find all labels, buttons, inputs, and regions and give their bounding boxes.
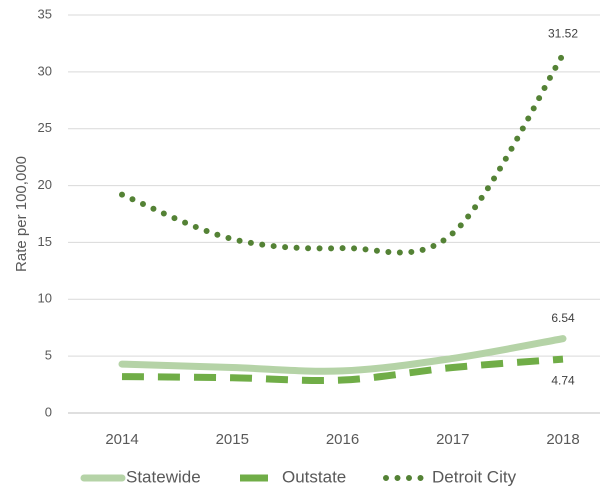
data-label: 4.74 — [551, 373, 575, 387]
legend-label: Outstate — [282, 467, 346, 486]
x-tick-label: 2018 — [546, 431, 579, 448]
y-tick-label: 20 — [38, 177, 52, 192]
line-2 — [119, 51, 566, 256]
y-axis-label: Rate per 100,000 — [13, 156, 30, 272]
x-tick-label: 2016 — [326, 431, 359, 448]
y-tick-label: 30 — [38, 63, 52, 78]
legend-label: Statewide — [126, 467, 201, 486]
y-tick-label: 10 — [38, 291, 52, 306]
line-0 — [118, 335, 567, 375]
line-1 — [121, 355, 564, 384]
y-tick-label: 15 — [38, 234, 52, 249]
x-tick-label: 2017 — [436, 431, 469, 448]
x-tick-label: 2014 — [105, 431, 138, 448]
y-tick-label: 0 — [45, 404, 52, 419]
y-tick-label: 25 — [38, 120, 52, 135]
x-tick-label: 2015 — [216, 431, 249, 448]
data-label: 31.52 — [548, 27, 578, 41]
legend-label: Detroit City — [432, 467, 517, 486]
data-label: 6.54 — [551, 311, 575, 325]
y-tick-label: 5 — [45, 348, 52, 363]
y-tick-label: 35 — [38, 6, 52, 21]
